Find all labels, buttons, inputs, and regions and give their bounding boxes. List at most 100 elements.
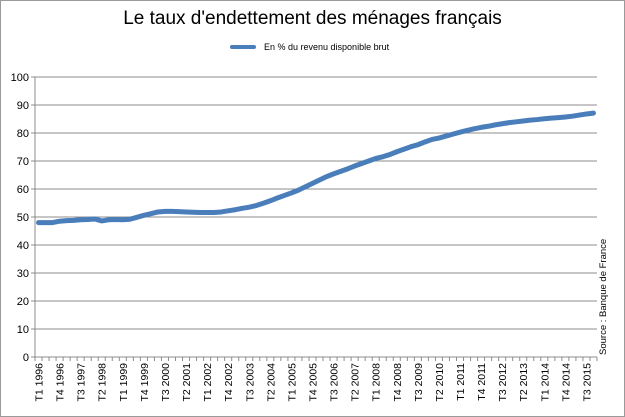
data-point (289, 191, 293, 195)
y-tick-label: 50 (17, 212, 29, 224)
data-point (409, 145, 413, 149)
y-tick-label: 20 (17, 296, 29, 308)
x-tick-label: T1 1999 (118, 363, 130, 402)
legend-label: En % du revenu disponible brut (264, 42, 390, 52)
x-tick-label: T4 2005 (307, 363, 319, 402)
data-point (240, 206, 244, 210)
data-point (486, 124, 490, 128)
data-point (114, 218, 118, 222)
data-point (465, 128, 469, 132)
data-point (191, 210, 195, 214)
data-point (177, 210, 181, 214)
data-point (458, 130, 462, 134)
data-point (423, 140, 427, 144)
y-tick-label: 30 (17, 268, 29, 280)
data-point (44, 221, 48, 225)
chart-title: Le taux d'endettement des ménages frança… (123, 8, 502, 29)
data-point (381, 155, 385, 159)
data-point (346, 167, 350, 171)
data-point (535, 118, 539, 122)
x-tick-label: T2 2010 (434, 363, 446, 402)
data-point (51, 221, 55, 225)
x-tick-label: T2 1998 (97, 363, 109, 402)
data-point (205, 211, 209, 215)
x-tick-label: T2 2013 (518, 363, 530, 402)
x-tick-label: T3 2015 (581, 363, 593, 402)
data-point (318, 178, 322, 182)
data-point (577, 113, 581, 117)
data-point (226, 209, 230, 213)
data-point (275, 196, 279, 200)
data-point (444, 134, 448, 138)
data-point (121, 218, 125, 222)
data-point (86, 218, 90, 222)
x-tick-label: T2 2004 (265, 363, 277, 402)
legend-swatch (230, 45, 256, 49)
data-point (430, 137, 434, 141)
data-point (156, 210, 160, 214)
data-point (332, 172, 336, 176)
data-point (198, 211, 202, 215)
data-point (367, 159, 371, 163)
data-point (247, 205, 251, 209)
data-point (591, 111, 595, 115)
x-tick-label: T1 2011 (455, 363, 467, 401)
x-tick-label: T4 2008 (392, 363, 404, 402)
y-tick-label: 80 (17, 128, 29, 140)
data-point (79, 218, 83, 222)
data-point (107, 218, 111, 222)
data-point (303, 185, 307, 189)
data-point (374, 156, 378, 160)
x-tick-label: T4 1996 (55, 363, 67, 402)
data-point (233, 208, 237, 212)
data-point (184, 210, 188, 214)
x-tick-label: T4 2014 (560, 363, 572, 402)
series-line (36, 110, 596, 226)
data-point (353, 164, 357, 168)
data-point (296, 188, 300, 192)
data-point (472, 127, 476, 131)
data-point (149, 212, 153, 216)
data-point (135, 215, 139, 219)
data-point (268, 199, 272, 203)
data-point (360, 162, 364, 166)
data-point (339, 169, 343, 173)
x-tick-label: T1 2008 (371, 363, 383, 402)
data-point (556, 116, 560, 120)
data-point (507, 121, 511, 125)
x-tick-label: T1 2005 (286, 363, 298, 402)
data-point (528, 118, 532, 122)
data-point (37, 221, 41, 225)
data-point (282, 193, 286, 197)
x-tick-label: T3 2006 (329, 363, 341, 402)
data-point (542, 117, 546, 121)
x-tick-label: T2 2007 (350, 363, 362, 402)
x-tick-label: T3 2012 (497, 363, 509, 402)
data-point (479, 125, 483, 129)
x-tick-label: T3 2003 (244, 363, 256, 402)
data-point (261, 201, 265, 205)
x-tick-label: T4 2002 (223, 363, 235, 402)
y-tick-label: 100 (11, 72, 29, 84)
y-tick-label: 0 (23, 352, 29, 364)
x-tick-label: T3 1997 (76, 363, 88, 402)
data-point (570, 114, 574, 118)
data-point (388, 153, 392, 157)
x-tick-label: T3 2000 (160, 363, 172, 402)
data-point (549, 116, 553, 120)
data-point (521, 119, 525, 123)
data-point (325, 175, 329, 179)
data-point (563, 115, 567, 119)
data-point (402, 147, 406, 151)
x-tick-label: T4 1999 (139, 363, 151, 402)
data-point (142, 213, 146, 217)
data-point (93, 217, 97, 221)
x-tick-label: T3 2009 (413, 363, 425, 402)
data-point (500, 122, 504, 126)
y-tick-label: 70 (17, 156, 29, 168)
y-tick-label: 10 (17, 324, 29, 336)
data-point (100, 219, 104, 223)
x-tick-label: T1 2014 (539, 363, 551, 402)
x-tick-label: T1 2002 (202, 363, 214, 402)
